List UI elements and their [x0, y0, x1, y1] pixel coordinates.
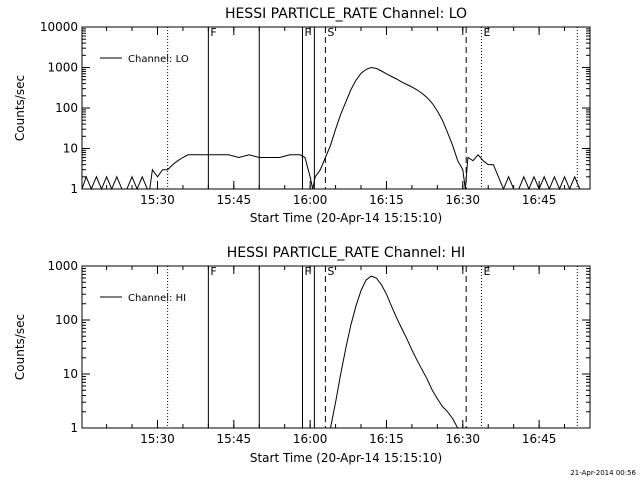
event-marker-label: E	[483, 26, 490, 39]
y-tick-label: 100	[55, 313, 78, 327]
legend-label: Channel: HI	[128, 293, 186, 304]
x-tick-label: 15:30	[140, 432, 175, 446]
chart-title: HESSI PARTICLE_RATE Channel: HI	[227, 245, 465, 261]
y-tick-label: 10000	[40, 20, 78, 34]
event-marker-label: F	[210, 265, 216, 278]
event-marker-label: F	[210, 26, 216, 39]
event-marker-label: E	[483, 265, 490, 278]
x-tick-label: 16:00	[293, 432, 328, 446]
y-tick-label: 100	[55, 101, 78, 115]
x-tick-label: 15:45	[217, 193, 252, 207]
x-tick-label: 16:00	[293, 193, 328, 207]
legend-label: Channel: LO	[128, 54, 189, 65]
event-marker-label: S	[327, 265, 334, 278]
event-marker-label: S	[327, 26, 334, 39]
x-tick-label: 16:45	[522, 193, 557, 207]
event-marker-label: F	[305, 265, 311, 278]
chart-panel-hi: HESSI PARTICLE_RATE Channel: HI Start Tim…	[13, 245, 591, 465]
x-tick-label: 15:30	[140, 193, 175, 207]
y-axis-label: Counts/sec	[13, 314, 27, 380]
y-tick-label: 1	[70, 421, 78, 435]
chart-title: HESSI PARTICLE_RATE Channel: LO	[225, 6, 467, 22]
event-marker-label: F	[305, 26, 311, 39]
y-tick-label: 10	[63, 367, 78, 381]
x-tick-label: 16:15	[369, 432, 404, 446]
y-tick-label: 1000	[47, 61, 78, 75]
x-axis-label: Start Time (20-Apr-14 15:15:10)	[250, 211, 442, 225]
y-tick-label: 1000	[47, 259, 78, 273]
x-tick-label: 16:30	[445, 432, 480, 446]
x-axis-label: Start Time (20-Apr-14 15:15:10)	[250, 451, 442, 465]
data-series-line	[81, 66, 581, 191]
x-tick-label: 16:45	[522, 432, 557, 446]
x-tick-label: 16:30	[445, 193, 480, 207]
x-tick-label: 16:15	[369, 193, 404, 207]
data-series-line	[330, 275, 459, 429]
x-tick-label: 15:45	[217, 432, 252, 446]
y-axis-label: Counts/sec	[13, 75, 27, 141]
y-tick-label: 1	[70, 182, 78, 196]
chart-panel-lo: HESSI PARTICLE_RATE Channel: LO Start Tim…	[13, 6, 591, 225]
y-tick-label: 10	[63, 142, 78, 156]
timestamp-label: 21-Apr-2014 00:56	[570, 469, 636, 477]
